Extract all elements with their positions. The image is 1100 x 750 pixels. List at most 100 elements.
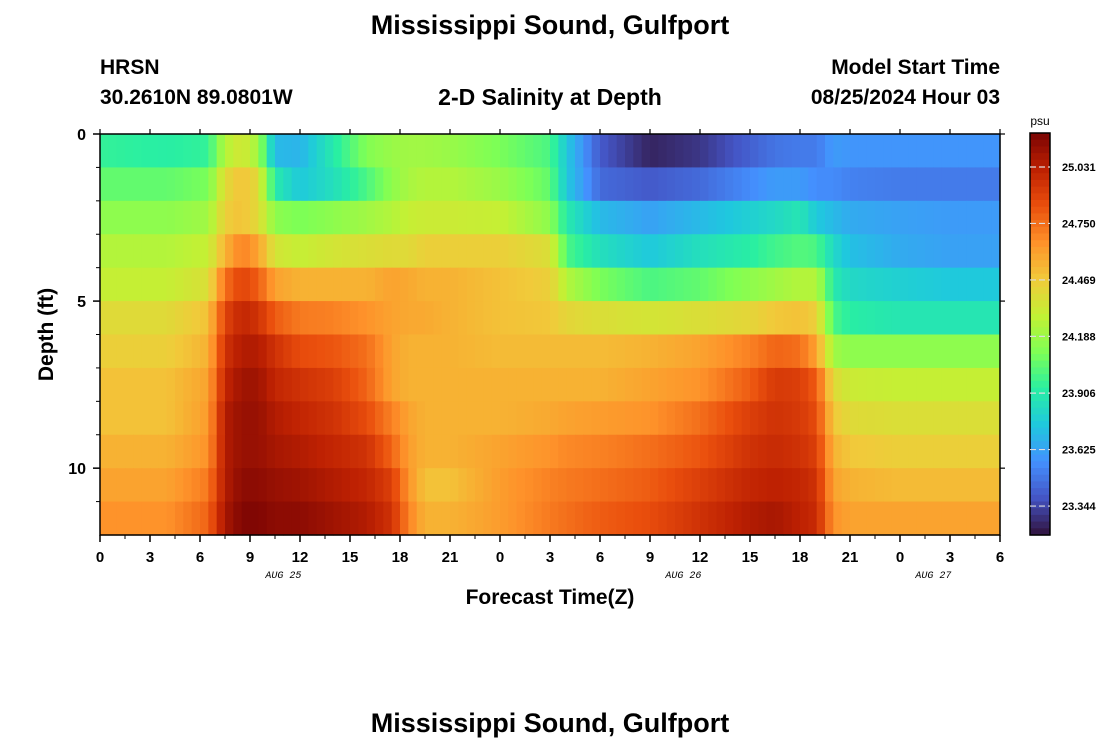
heatmap-cell [441,401,451,436]
heatmap-cell [733,267,743,302]
heatmap-cell [233,267,243,302]
heatmap-cell [583,167,593,202]
heatmap-cell [983,334,993,369]
x-tick-label: 12 [692,549,709,566]
heatmap-cell [358,468,368,503]
heatmap-cell [241,501,251,536]
heatmap-cell [516,267,526,302]
heatmap-cell [608,301,618,336]
heatmap-cell [875,301,884,336]
heatmap-cell [633,200,643,235]
heatmap-cell [325,501,334,536]
x-tick-label: 21 [442,549,459,566]
heatmap-cell [108,501,118,536]
heatmap-cell [141,367,151,402]
heatmap-cell [791,367,801,402]
heatmap-cell [600,334,609,369]
heatmap-cell [675,267,684,302]
heatmap-cell [233,401,243,436]
heatmap-cell [108,234,118,269]
heatmap-cell [575,267,584,302]
heatmap-cell [666,468,676,503]
heatmap-cell [158,434,168,469]
heatmap-cell [225,267,234,302]
heatmap-cell [791,468,801,503]
heatmap-cell [316,334,326,369]
heatmap-cell [558,134,568,169]
heatmap-cell [991,301,1001,336]
heatmap-cell [666,200,676,235]
heatmap-cell [250,468,259,503]
heatmap-cell [966,167,976,202]
heatmap-cell [916,334,926,369]
heatmap-cell [100,200,109,235]
heatmap-cell [816,401,826,436]
heatmap-cell [233,334,243,369]
heatmap-cell [666,401,676,436]
heatmap-cell [450,501,459,536]
heatmap-cell [116,267,126,302]
heatmap-cell [225,401,234,436]
heatmap-cell [283,401,293,436]
heatmap-cell [916,267,926,302]
heatmap-cell [391,501,401,536]
heatmap-cell [958,267,968,302]
heatmap-cell [850,501,859,536]
heatmap-cell [533,167,543,202]
heatmap-cell [566,468,576,503]
heatmap-cell [133,200,143,235]
heatmap-cell [758,468,768,503]
heatmap-cell [366,367,376,402]
heatmap-cell [541,367,551,402]
heatmap-cell [166,167,176,202]
heatmap-cell [308,234,318,269]
heatmap-cell [700,468,709,503]
heatmap-cell [766,401,776,436]
heatmap-cell [358,234,368,269]
colorbar-swatch [1030,514,1050,523]
heatmap-cell [808,167,818,202]
heatmap-cell [941,234,951,269]
heatmap-cell [300,200,309,235]
heatmap-cell [825,401,834,436]
colorbar-swatch [1030,139,1050,147]
heatmap-cell [550,234,559,269]
colorbar-swatch [1030,481,1050,489]
heatmap-cell [333,134,343,169]
heatmap-cell [475,267,484,302]
heatmap-cell [750,167,759,202]
chart-title: Mississippi Sound, Gulfport [370,10,730,40]
heatmap-cell [658,301,668,336]
heatmap-cell [808,434,818,469]
heatmap-cell [925,200,934,235]
heatmap-cell [775,334,784,369]
heatmap-cell [991,334,1001,369]
x-axis-label: Forecast Time(Z) [466,586,635,609]
heatmap-cell [325,367,334,402]
heatmap-cell [158,468,168,503]
heatmap-cell [175,167,184,202]
heatmap-cell [100,234,109,269]
heatmap-cell [225,334,234,369]
heatmap-cell [283,134,293,169]
heatmap-cell [308,301,318,336]
heatmap-cell [816,301,826,336]
date-label: AUG 25 [264,571,301,582]
heatmap-cell [941,167,951,202]
heatmap-cell [941,468,951,503]
heatmap-cell [841,334,851,369]
heatmap-cell [383,501,393,536]
heatmap-cell [150,301,159,336]
colorbar-swatch [1030,367,1050,375]
heatmap-cell [741,501,751,536]
heatmap-cell [200,234,209,269]
heatmap-cell [825,267,834,302]
heatmap-cell [958,301,968,336]
heatmap-cell [783,434,793,469]
heatmap-cell [591,501,601,536]
heatmap-cell [500,434,509,469]
heatmap-cell [900,301,909,336]
heatmap-cell [725,334,734,369]
heatmap-cell [625,234,634,269]
heatmap-cell [391,334,401,369]
